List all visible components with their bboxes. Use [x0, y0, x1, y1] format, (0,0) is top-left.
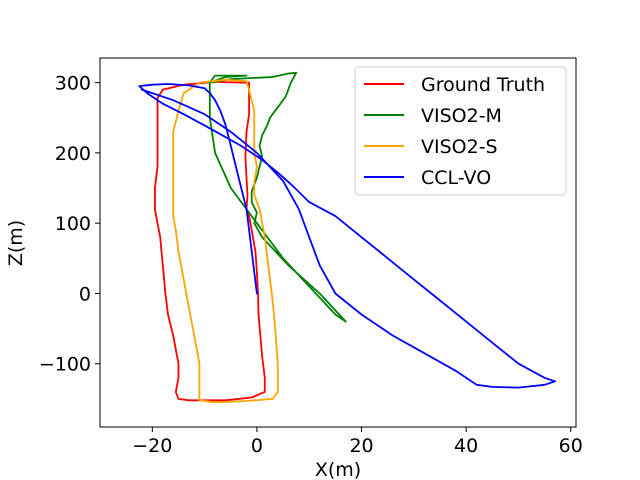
series-line-0	[154, 81, 266, 402]
legend-label-0: Ground Truth	[421, 74, 545, 96]
series-layer	[138, 71, 556, 404]
series-line-3	[138, 83, 556, 389]
x-tick-label: 60	[559, 435, 583, 457]
y-tick-label: −100	[39, 354, 91, 376]
legend-label-3: CCL-VO	[421, 167, 491, 189]
x-tick-label: 20	[349, 435, 373, 457]
x-axis-label: X(m)	[315, 459, 361, 480]
series-line-1	[208, 71, 347, 323]
y-axis-label: Z(m)	[5, 220, 27, 266]
legend: Ground Truth VISO2-M VISO2-S CCL-VO	[354, 66, 567, 196]
y-tick-label: 0	[79, 283, 91, 305]
legend-label-1: VISO2-M	[421, 105, 502, 127]
x-tick-label: 40	[454, 435, 478, 457]
legend-box	[354, 66, 567, 196]
y-tick-label: 200	[55, 143, 91, 165]
plot-frame	[99, 57, 577, 428]
axes-layer: −20 0 20 40 60 −100 0 100 200 300	[39, 57, 583, 457]
x-tick-label: 0	[251, 435, 263, 457]
legend-label-2: VISO2-S	[421, 136, 498, 158]
y-tick-label: 300	[55, 73, 91, 95]
y-tick-label: 100	[55, 213, 91, 235]
series-line-2	[172, 78, 279, 404]
x-tick-label: −20	[132, 435, 172, 457]
